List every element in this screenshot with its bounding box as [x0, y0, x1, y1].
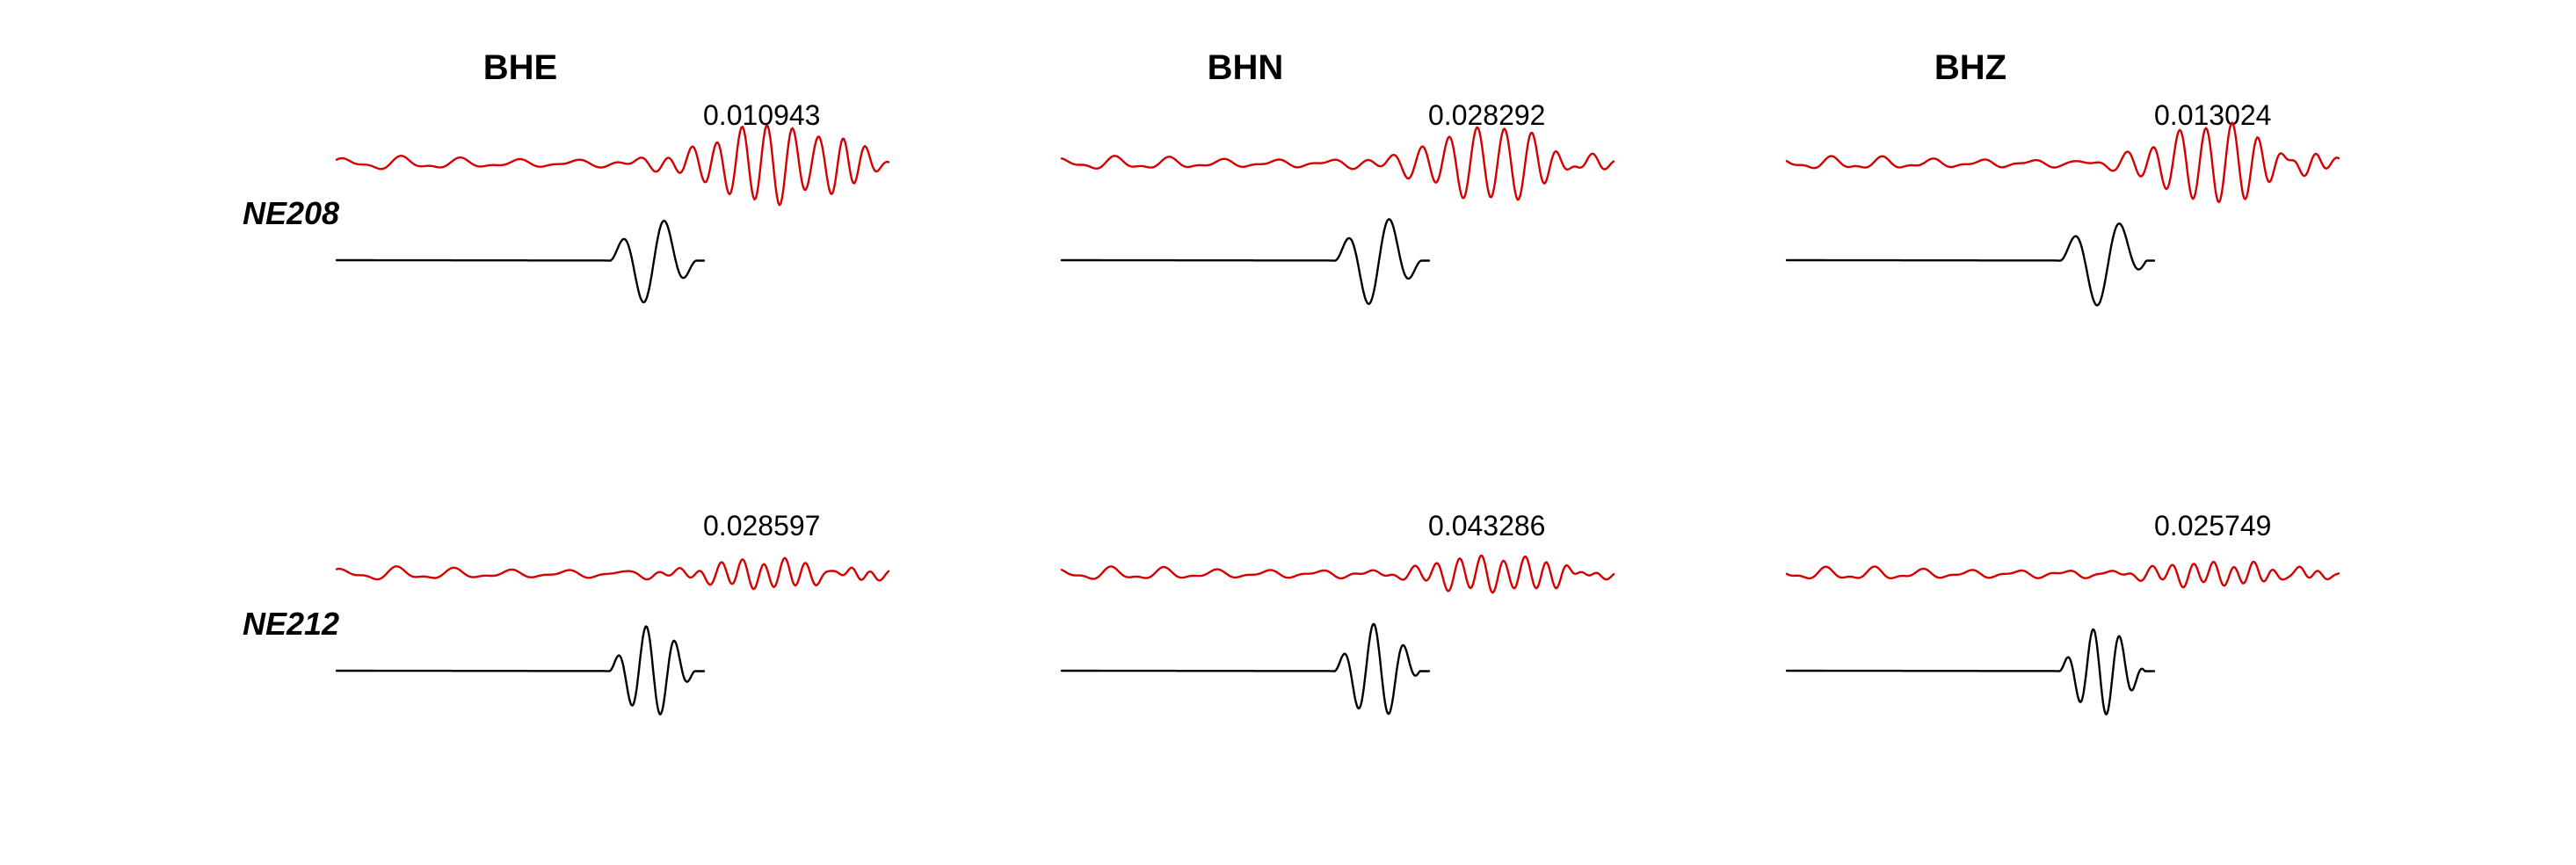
- synthetic-trace-ne212-bhz: [1785, 628, 2156, 716]
- channel-title-bhn: BHN: [1208, 48, 1284, 87]
- amplitude-label-ne212-bhn: 0.043286: [1428, 510, 1545, 542]
- amplitude-label-ne208-bhe: 0.010943: [703, 99, 820, 131]
- synthetic-trace-ne212-bhn: [1060, 622, 1431, 716]
- observed-trace-ne212-bhn: [1060, 554, 1615, 594]
- amplitude-label-ne212-bhe: 0.028597: [703, 510, 820, 542]
- station-label-ne208: NE208: [243, 195, 339, 231]
- amplitude-label-ne208-bhz: 0.013024: [2154, 99, 2271, 131]
- channel-title-bhz: BHZ: [1934, 48, 2006, 87]
- observed-trace-ne212-bhe: [335, 556, 890, 591]
- station-label-ne212: NE212: [243, 606, 339, 642]
- observed-trace-ne208-bhn: [1060, 126, 1615, 201]
- synthetic-trace-ne208-bhe: [335, 219, 706, 304]
- synthetic-trace-ne212-bhe: [335, 625, 706, 716]
- channel-title-bhe: BHE: [483, 48, 557, 87]
- observed-trace-ne208-bhz: [1785, 121, 2340, 204]
- amplitude-label-ne212-bhz: 0.025749: [2154, 510, 2271, 542]
- observed-trace-ne208-bhe: [335, 124, 890, 207]
- synthetic-trace-ne208-bhn: [1060, 218, 1431, 305]
- observed-trace-ne212-bhz: [1785, 560, 2340, 589]
- synthetic-trace-ne208-bhz: [1785, 222, 2156, 307]
- amplitude-label-ne208-bhn: 0.028292: [1428, 99, 1545, 131]
